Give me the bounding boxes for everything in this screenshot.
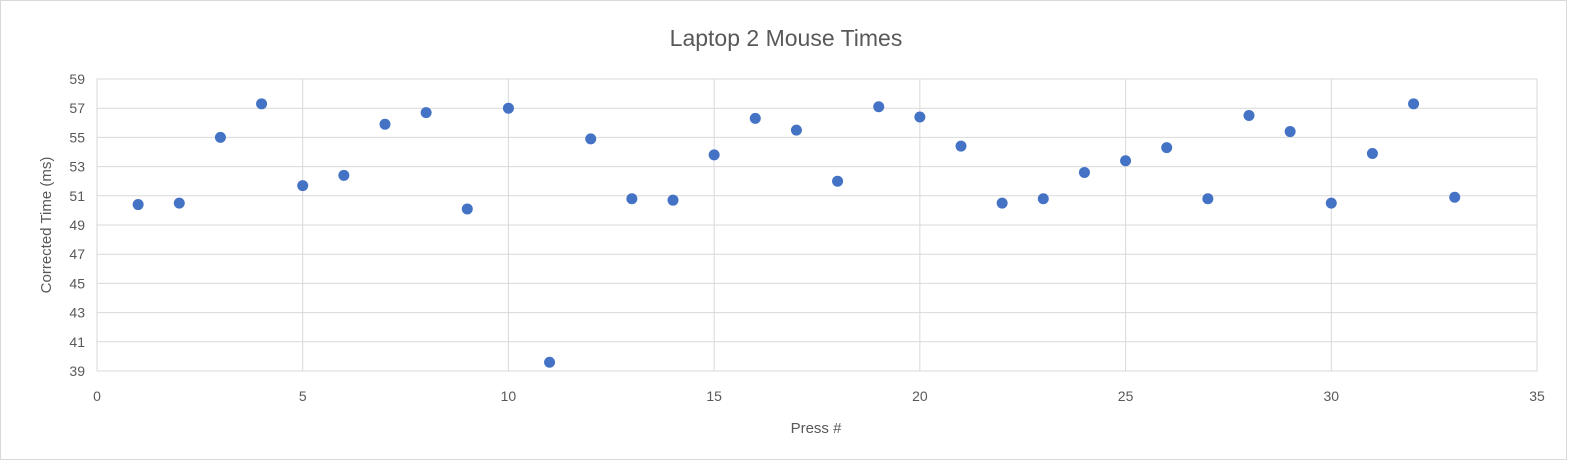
data-point <box>585 133 597 145</box>
x-tick-label: 0 <box>93 388 101 404</box>
x-tick-label: 10 <box>501 388 517 404</box>
data-point <box>749 112 761 124</box>
x-tick-label: 20 <box>912 388 928 404</box>
data-point <box>1243 110 1255 121</box>
y-tick-label: 45 <box>69 275 85 291</box>
scatter-chart: Laptop 2 Mouse Times 0 5 10 15 20 25 30 35 39 41… <box>38 25 1545 437</box>
data-point <box>1366 147 1378 159</box>
data-point <box>873 101 885 113</box>
y-tick-label: 41 <box>69 334 85 350</box>
data-point <box>502 102 514 114</box>
x-tick-label: 25 <box>1118 388 1134 404</box>
data-point <box>832 175 844 187</box>
data-points <box>132 98 1461 368</box>
data-point <box>790 124 802 136</box>
data-point <box>955 140 967 152</box>
y-tick-label: 49 <box>69 217 85 233</box>
data-point <box>1449 191 1461 203</box>
x-tick-label: 5 <box>299 388 307 404</box>
data-point <box>1037 193 1049 205</box>
x-axis-title: Press # <box>791 420 843 437</box>
data-point <box>338 169 350 181</box>
x-tick-label: 35 <box>1529 388 1545 404</box>
data-point <box>297 180 309 192</box>
y-tick-label: 53 <box>69 159 85 175</box>
data-point <box>379 118 391 130</box>
y-tick-label: 55 <box>69 129 85 145</box>
y-axis-title: Corrected Time (ms) <box>38 157 55 294</box>
y-tick-label: 59 <box>69 71 85 87</box>
data-point <box>420 107 432 119</box>
data-point <box>667 194 679 206</box>
data-point <box>173 197 185 209</box>
x-tick-label: 15 <box>706 388 722 404</box>
data-point <box>1120 155 1132 167</box>
x-tick-label: 30 <box>1323 388 1339 404</box>
data-point <box>214 131 226 143</box>
data-point <box>626 193 638 205</box>
data-point <box>914 111 926 123</box>
data-point <box>1408 98 1420 110</box>
data-point <box>1078 166 1090 178</box>
chart-frame: Laptop 2 Mouse Times 0 5 10 15 20 25 30 35 39 41… <box>0 0 1567 460</box>
data-point <box>1202 193 1214 205</box>
chart-title: Laptop 2 Mouse Times <box>670 25 903 51</box>
data-point <box>1325 197 1337 209</box>
y-tick-label: 57 <box>69 100 85 116</box>
y-tick-label: 43 <box>69 305 85 321</box>
data-point <box>708 149 720 161</box>
y-tick-label: 51 <box>69 188 85 204</box>
data-point <box>256 98 268 110</box>
data-point <box>1284 126 1296 138</box>
y-axis-tick-labels: 39 41 43 45 47 49 51 53 55 57 59 <box>69 71 85 379</box>
data-point <box>544 356 556 368</box>
x-axis-tick-labels: 0 5 10 15 20 25 30 35 <box>93 388 1545 404</box>
data-point <box>996 197 1008 209</box>
data-point <box>461 203 473 215</box>
data-point <box>132 199 144 211</box>
y-tick-label: 47 <box>69 246 85 262</box>
data-point <box>1161 142 1173 154</box>
grid-lines <box>96 78 1538 372</box>
y-tick-label: 39 <box>69 363 85 379</box>
